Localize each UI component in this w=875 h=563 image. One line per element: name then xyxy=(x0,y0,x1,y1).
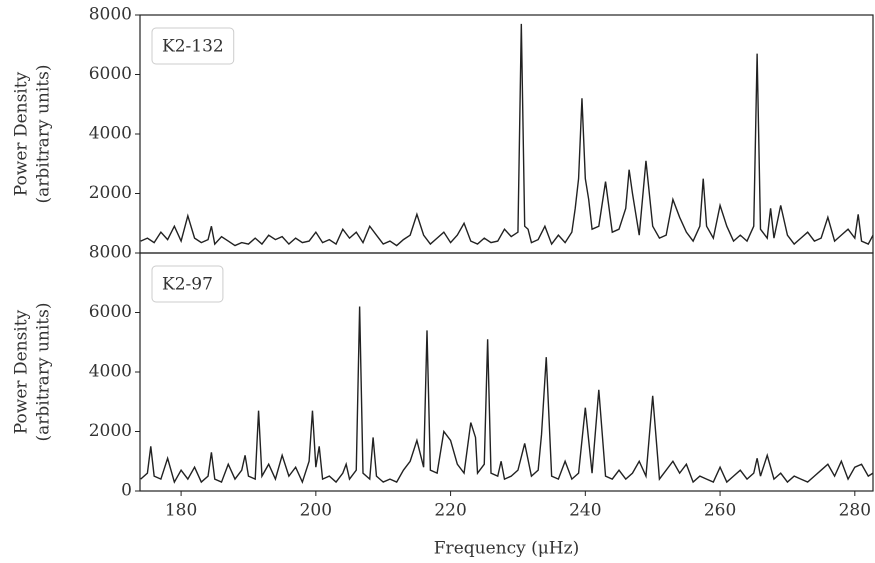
x-axis-label: Frequency (μHz) xyxy=(434,539,579,559)
x-tick-label: 220 xyxy=(434,501,466,521)
plot-frame xyxy=(139,252,874,492)
y-axis-label: (arbitrary units) xyxy=(34,65,54,204)
x-tick-label: 260 xyxy=(704,501,736,521)
y-tick-label: 4000 xyxy=(89,124,132,144)
y-tick-label: 2000 xyxy=(89,183,132,203)
y-axis-label: Power Density xyxy=(12,309,32,434)
y-tick-label: 6000 xyxy=(89,302,132,322)
spectrum-line xyxy=(140,23,874,247)
y-tick-label: 8000 xyxy=(89,5,132,25)
y-tick-label: 4000 xyxy=(89,362,132,382)
x-tick-label: 240 xyxy=(569,501,601,521)
y-axis-label: (arbitrary units) xyxy=(34,303,54,442)
spectrum-line xyxy=(140,306,874,485)
y-tick-label: 6000 xyxy=(89,64,132,84)
x-tick-label: 280 xyxy=(839,501,871,521)
plot-frame xyxy=(139,14,874,254)
x-tick-label: 200 xyxy=(300,501,332,521)
y-axis-label: Power Density xyxy=(12,71,32,196)
label-box xyxy=(151,27,235,65)
y-tick-label: 2000 xyxy=(89,421,132,441)
panel-label: K2-97 xyxy=(162,275,213,295)
y-tick-label: 8000 xyxy=(89,243,132,263)
panel-label: K2-132 xyxy=(162,37,224,57)
label-box xyxy=(151,265,224,303)
y-tick-label: 0 xyxy=(121,481,132,501)
x-tick-label: 180 xyxy=(165,501,197,521)
